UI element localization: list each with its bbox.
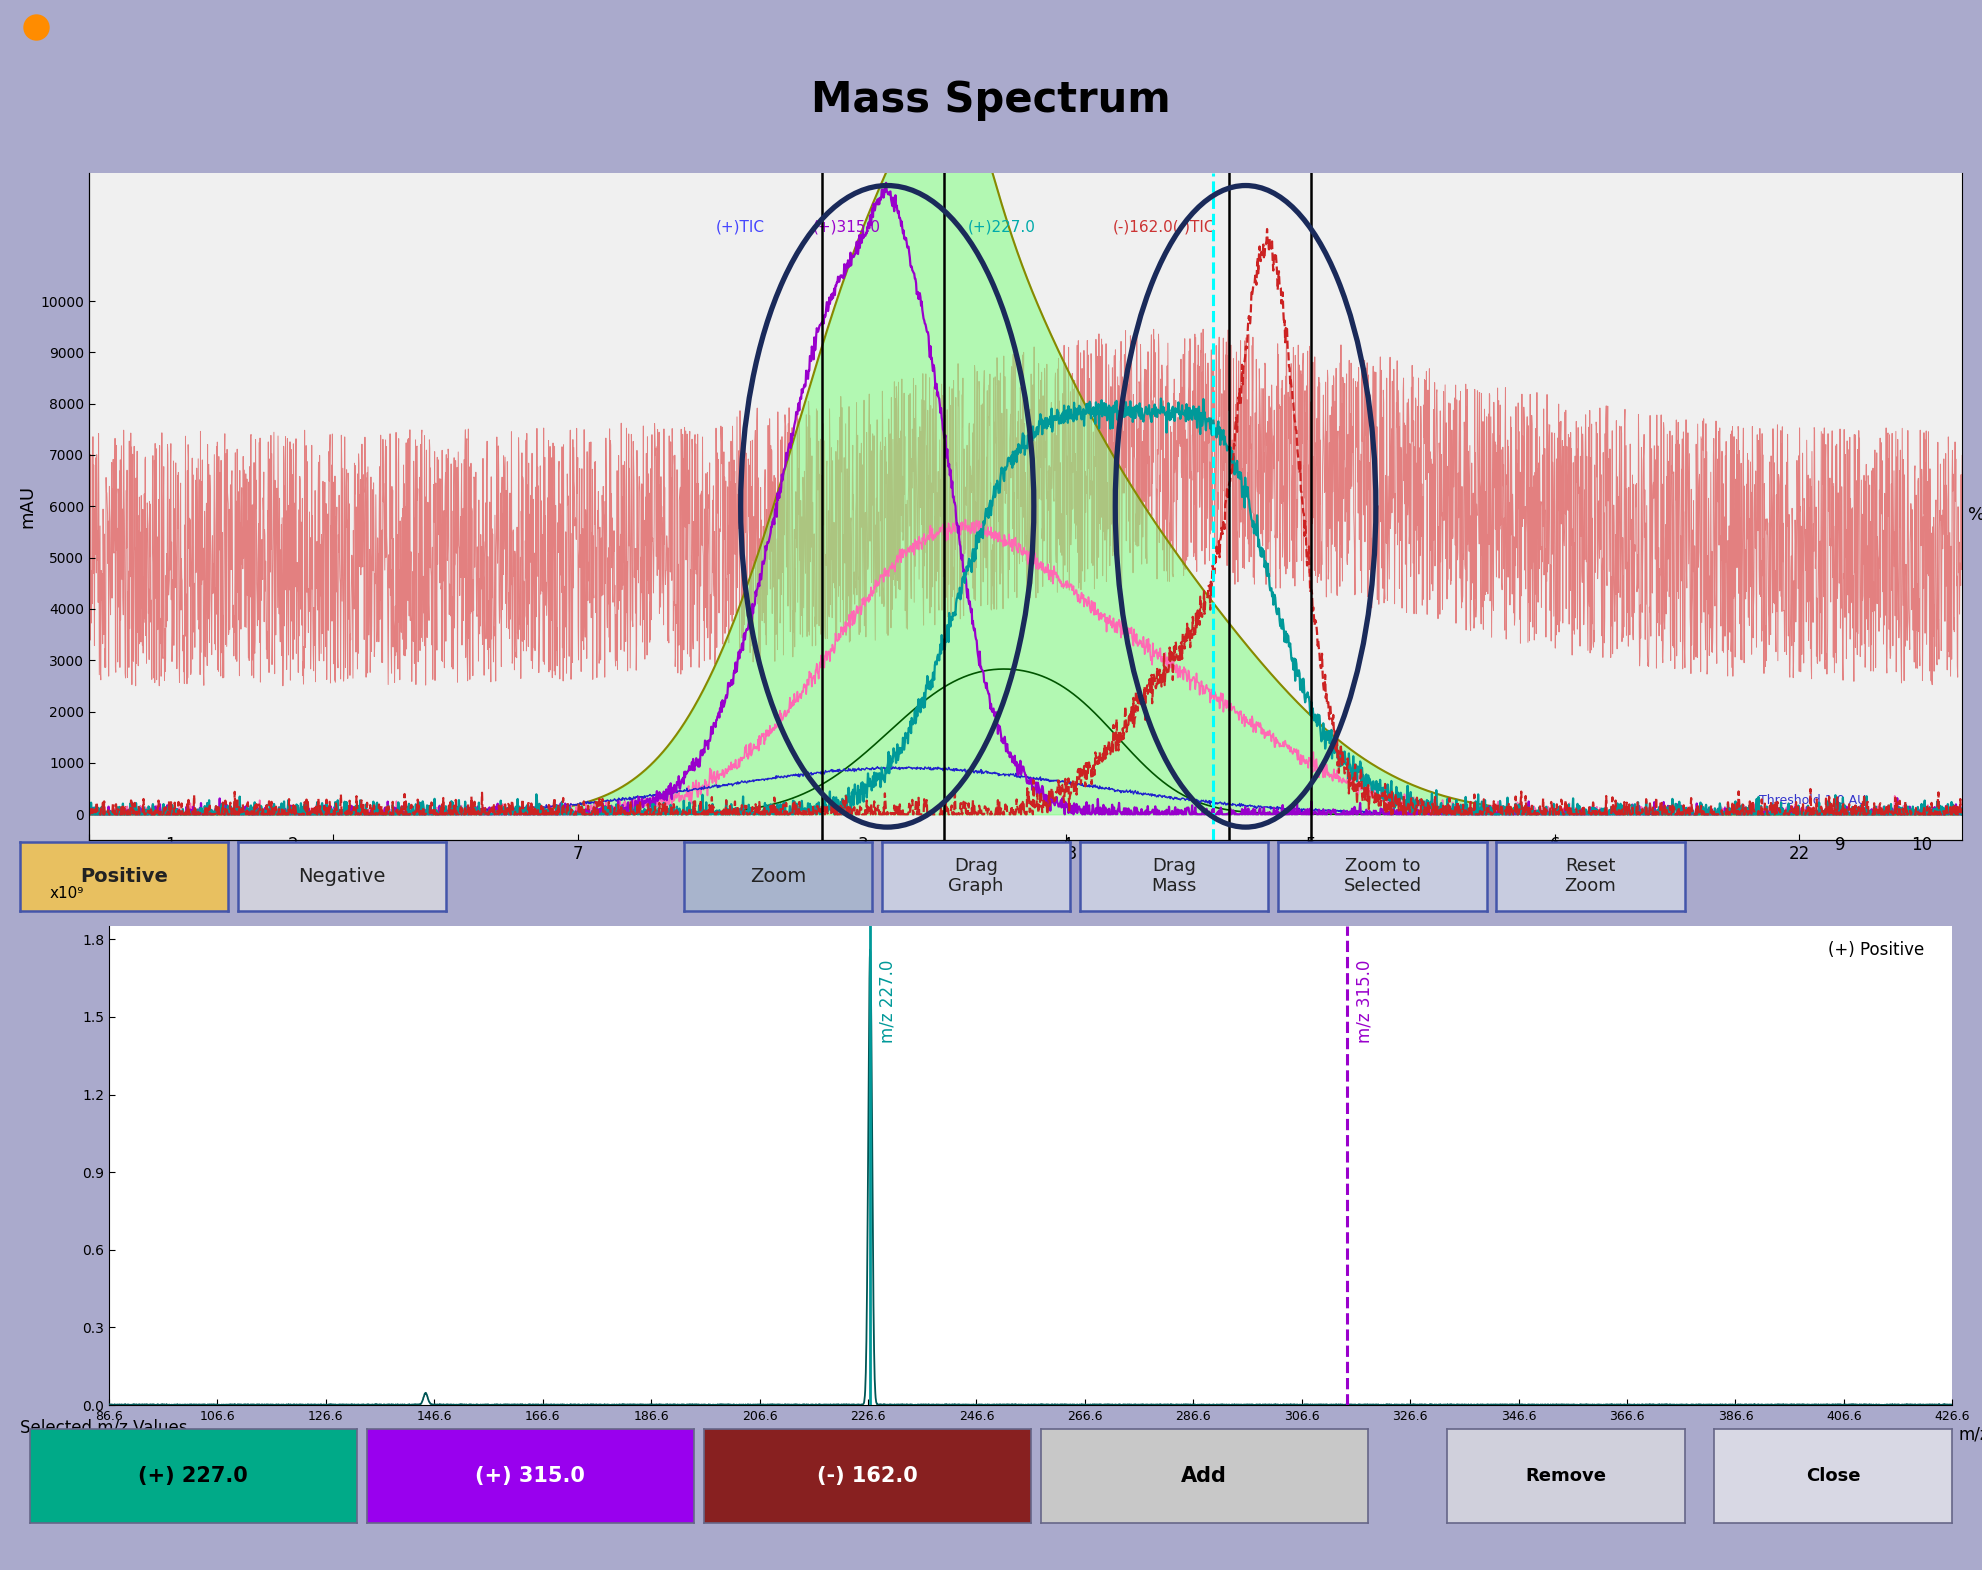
Text: (+) Positive: (+) Positive bbox=[1827, 940, 1925, 959]
X-axis label: m/z: m/z bbox=[1958, 1426, 1982, 1444]
Text: x10⁹: x10⁹ bbox=[50, 885, 85, 901]
Y-axis label: mAU: mAU bbox=[18, 485, 36, 528]
Text: Zoom to
Selected: Zoom to Selected bbox=[1344, 857, 1421, 895]
Text: Add: Add bbox=[1181, 1466, 1227, 1485]
Text: (-) 162.0: (-) 162.0 bbox=[817, 1466, 918, 1485]
Text: (+)227.0: (+)227.0 bbox=[967, 220, 1035, 234]
Text: Selected m/z Values: Selected m/z Values bbox=[20, 1419, 188, 1437]
Text: (+)315.0: (+)315.0 bbox=[813, 220, 880, 234]
Text: Drag
Mass: Drag Mass bbox=[1152, 857, 1197, 895]
Text: 5: 5 bbox=[1306, 835, 1316, 854]
Y-axis label: %: % bbox=[1968, 506, 1982, 524]
Text: m/z 315.0: m/z 315.0 bbox=[1356, 959, 1374, 1044]
Text: (+)TIC: (+)TIC bbox=[716, 220, 765, 234]
Text: Threshold 1.0 AU: Threshold 1.0 AU bbox=[1758, 794, 1865, 807]
Text: m/z 227.0: m/z 227.0 bbox=[878, 959, 896, 1044]
Text: 4: 4 bbox=[1060, 835, 1072, 854]
Text: Mass Spectrum: Mass Spectrum bbox=[811, 80, 1171, 121]
Text: (-)162.0(-)TIC: (-)162.0(-)TIC bbox=[1112, 220, 1215, 234]
Text: Negative: Negative bbox=[297, 867, 386, 885]
Text: 6: 6 bbox=[1550, 835, 1560, 854]
Text: (+) 227.0: (+) 227.0 bbox=[139, 1466, 248, 1485]
Text: Remove: Remove bbox=[1526, 1466, 1605, 1485]
Text: Positive: Positive bbox=[79, 867, 168, 885]
Text: Reset
Zoom: Reset Zoom bbox=[1564, 857, 1617, 895]
Text: 2: 2 bbox=[287, 835, 297, 854]
Text: 3: 3 bbox=[858, 835, 868, 854]
Text: (+) 315.0: (+) 315.0 bbox=[476, 1466, 585, 1485]
Text: Close: Close bbox=[1806, 1466, 1861, 1485]
Text: Zoom: Zoom bbox=[749, 867, 807, 885]
Text: 1: 1 bbox=[165, 835, 176, 854]
Text: 9: 9 bbox=[1835, 835, 1845, 854]
Text: 10: 10 bbox=[1911, 835, 1932, 854]
Text: Drag
Graph: Drag Graph bbox=[949, 857, 1003, 895]
